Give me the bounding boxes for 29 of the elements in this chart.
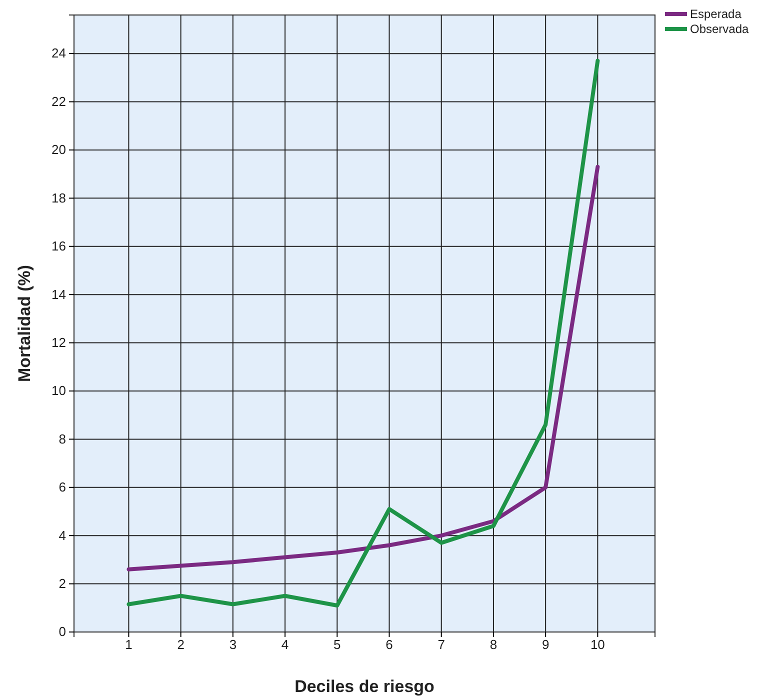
x-tick-label: 3 — [229, 637, 237, 652]
y-tick-label: 16 — [52, 238, 66, 254]
y-tick-label: 12 — [52, 334, 66, 350]
y-tick-label: 10 — [52, 383, 66, 398]
line-series — [126, 164, 600, 572]
x-tick-label: 9 — [542, 637, 550, 652]
x-tick-label: 4 — [281, 637, 289, 652]
legend-label: Esperada — [690, 7, 742, 21]
y-axis-title: Mortalidad (%) — [15, 264, 34, 382]
y-tick-label: 14 — [52, 286, 66, 302]
y-tick-label: 8 — [58, 431, 66, 446]
y-tick-label: 6 — [58, 480, 66, 495]
x-tick-label: 2 — [177, 637, 184, 652]
y-tick-label: 20 — [52, 142, 66, 158]
y-tick-label: 2 — [58, 576, 66, 591]
y-tick-label: 22 — [52, 94, 66, 109]
x-tick-label: 10 — [590, 637, 605, 652]
x-axis-title: Deciles de riesgo — [294, 677, 434, 696]
y-tick-label: 18 — [52, 190, 66, 206]
x-tick-label: 1 — [125, 637, 132, 652]
legend-label: Observada — [690, 22, 750, 36]
y-tick-label: 24 — [52, 46, 66, 61]
x-tick-label: 5 — [334, 637, 341, 652]
x-tick-label: 8 — [490, 637, 498, 652]
y-tick-label: 4 — [58, 528, 66, 543]
y-tick-label: 0 — [58, 624, 66, 640]
x-tick-label: 7 — [438, 637, 445, 652]
x-tick-label: 6 — [386, 637, 393, 652]
line-series — [126, 58, 600, 608]
